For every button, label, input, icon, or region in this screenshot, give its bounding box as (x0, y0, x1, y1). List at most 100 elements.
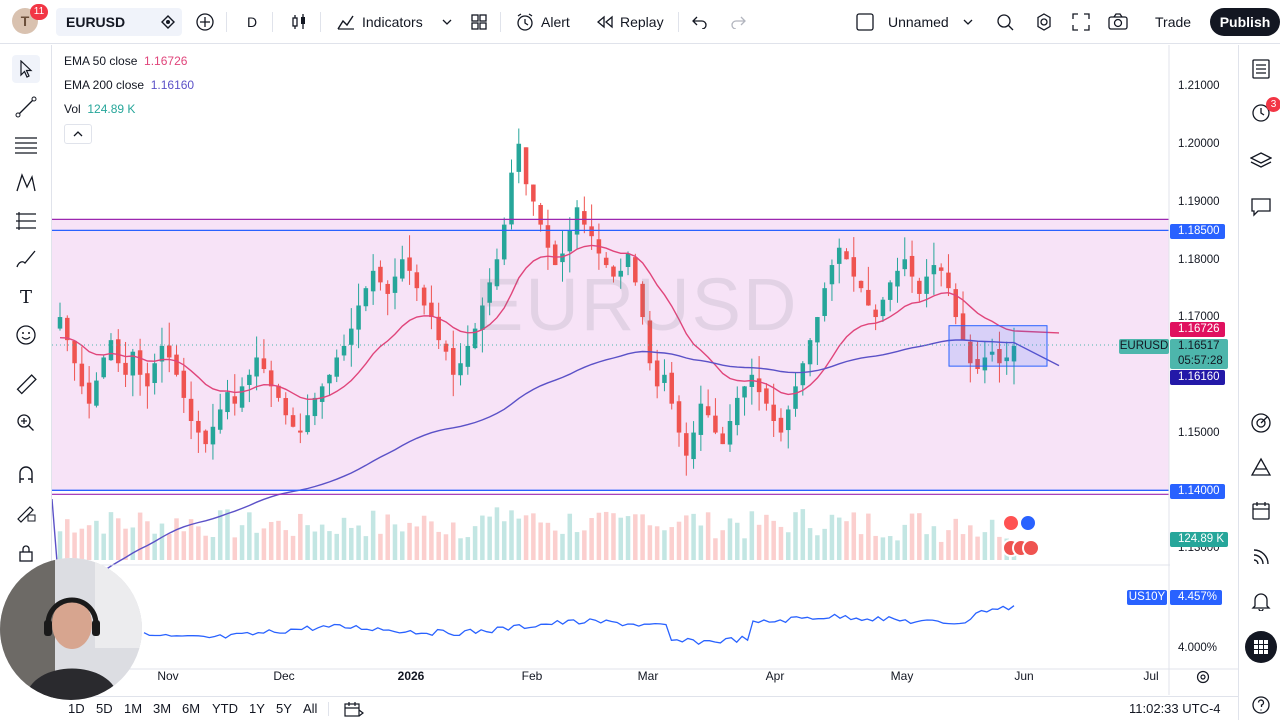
chat-icon[interactable] (1247, 193, 1275, 221)
notifications-bell-icon[interactable] (1247, 587, 1275, 615)
timeframe-3m[interactable]: 3M (153, 701, 172, 716)
candle-body (829, 265, 835, 285)
pattern-tool-icon[interactable] (12, 169, 40, 197)
horizontal-lines-icon[interactable] (12, 131, 40, 159)
help-icon[interactable] (1247, 691, 1275, 719)
alert-button[interactable]: Alert (515, 8, 570, 36)
us10y-axis-label: 4.000% (1178, 642, 1218, 654)
candle-body (771, 404, 776, 422)
candle-body (698, 403, 704, 435)
timeframe-5y[interactable]: 5Y (276, 701, 292, 716)
legend-volume[interactable]: Vol 124.89 K (64, 102, 135, 116)
chart-type-candles-icon[interactable] (290, 8, 308, 36)
candle-body (196, 420, 201, 433)
trend-line-icon[interactable] (12, 93, 40, 121)
settings-gear-icon[interactable] (1034, 8, 1054, 36)
add-symbol-icon[interactable] (195, 8, 215, 36)
fullscreen-icon[interactable] (1072, 8, 1090, 36)
volume-bar (101, 533, 106, 560)
volume-bar (283, 530, 289, 560)
lower-line-price-tag[interactable]: 1.14000 (1170, 484, 1225, 499)
volume-bar (166, 533, 172, 560)
timeframe-all[interactable]: All (303, 701, 318, 716)
indicators-button[interactable]: Indicators (336, 8, 423, 36)
axis-settings-gear-icon[interactable] (1195, 669, 1211, 688)
camera-icon[interactable] (1108, 8, 1128, 36)
watchlist-icon[interactable] (1247, 55, 1275, 83)
brush-icon[interactable] (12, 245, 40, 273)
candle-body (305, 415, 310, 433)
timeframe-ytd[interactable]: YTD (212, 701, 238, 716)
fib-retracement-icon[interactable] (12, 207, 40, 235)
undo-icon[interactable] (692, 8, 708, 36)
clock-timezone[interactable]: 11:02:33 UTC-4 (1129, 701, 1221, 716)
symbol-search[interactable]: EURUSD (56, 8, 182, 36)
alerts-clock-icon[interactable] (1247, 99, 1275, 127)
timeframe-1y[interactable]: 1Y (249, 701, 265, 716)
zoom-in-icon[interactable] (12, 409, 40, 437)
volume-bar (356, 525, 361, 560)
candle-body (662, 374, 667, 383)
candle-body (691, 432, 696, 460)
candle-body (785, 409, 791, 431)
streams-icon[interactable] (1247, 543, 1275, 571)
timeframe-6m[interactable]: 6M (182, 701, 201, 716)
lock-drawing-icon[interactable] (12, 499, 40, 527)
us-flag-event-icon[interactable] (1022, 539, 1040, 557)
replay-button[interactable]: Replay (596, 8, 664, 36)
layers-icon[interactable] (1247, 147, 1275, 175)
ema50-line (59, 244, 1060, 401)
emoji-icon[interactable] (12, 321, 40, 349)
target-icon[interactable] (1247, 409, 1275, 437)
us10y-price-tag: 4.457% (1170, 590, 1222, 605)
interval-button[interactable]: D (247, 8, 257, 36)
candle-body (574, 207, 580, 235)
upper-line-price-tag[interactable]: 1.18500 (1170, 224, 1225, 239)
collapse-legend-chevron-up-icon[interactable] (64, 124, 92, 144)
text-tool-icon[interactable]: T (19, 286, 32, 308)
ruler-icon[interactable] (12, 371, 40, 399)
earnings-event-icon[interactable] (1002, 514, 1020, 532)
candle-body (239, 386, 245, 408)
volume-bar (756, 524, 762, 560)
price-chart[interactable] (52, 45, 1238, 695)
timeframe-1d[interactable]: 1D (68, 701, 85, 716)
replay-label: Replay (620, 14, 664, 30)
legend-ema200[interactable]: EMA 200 close 1.16160 (64, 78, 194, 92)
templates-icon[interactable] (470, 8, 488, 36)
volume-bar (487, 516, 492, 560)
volume-bar (79, 528, 85, 560)
symbol-name: EURUSD (66, 14, 126, 30)
candle-body (545, 225, 551, 248)
volume-bar (815, 535, 820, 560)
redo-icon[interactable] (730, 8, 746, 36)
date-range-calendar-icon[interactable] (344, 701, 364, 720)
alert-label: Alert (541, 14, 570, 30)
eu-flag-event-icon[interactable] (1019, 514, 1037, 532)
ideas-icon[interactable] (1247, 453, 1275, 481)
volume-bar (764, 514, 769, 560)
compare-symbol-icon[interactable] (160, 8, 176, 36)
volume-bar (305, 525, 310, 560)
candle-body (975, 359, 980, 370)
calendar-icon[interactable] (1247, 497, 1275, 525)
volume-bar (771, 520, 776, 560)
apps-grid-icon[interactable] (1245, 631, 1277, 663)
magnet-icon[interactable] (12, 461, 40, 489)
layout-button[interactable]: Unnamed (856, 8, 973, 36)
candle-body (720, 433, 725, 445)
legend-ema50[interactable]: EMA 50 close 1.16726 (64, 54, 187, 68)
trade-button[interactable]: Trade (1155, 8, 1191, 36)
candle-body (880, 299, 886, 317)
quick-search-icon[interactable] (995, 8, 1015, 36)
timeframe-1m[interactable]: 1M (124, 701, 143, 716)
lock-icon[interactable] (12, 539, 40, 567)
volume-bar (684, 515, 689, 560)
indicators-icon (337, 15, 354, 30)
candle-body (778, 417, 784, 433)
volume-bar (531, 513, 536, 560)
cursor-icon[interactable] (12, 55, 40, 83)
timeframe-5d[interactable]: 5D (96, 701, 113, 716)
publish-button[interactable]: Publish (1210, 8, 1280, 36)
indicators-dropdown-icon[interactable] (442, 8, 452, 36)
